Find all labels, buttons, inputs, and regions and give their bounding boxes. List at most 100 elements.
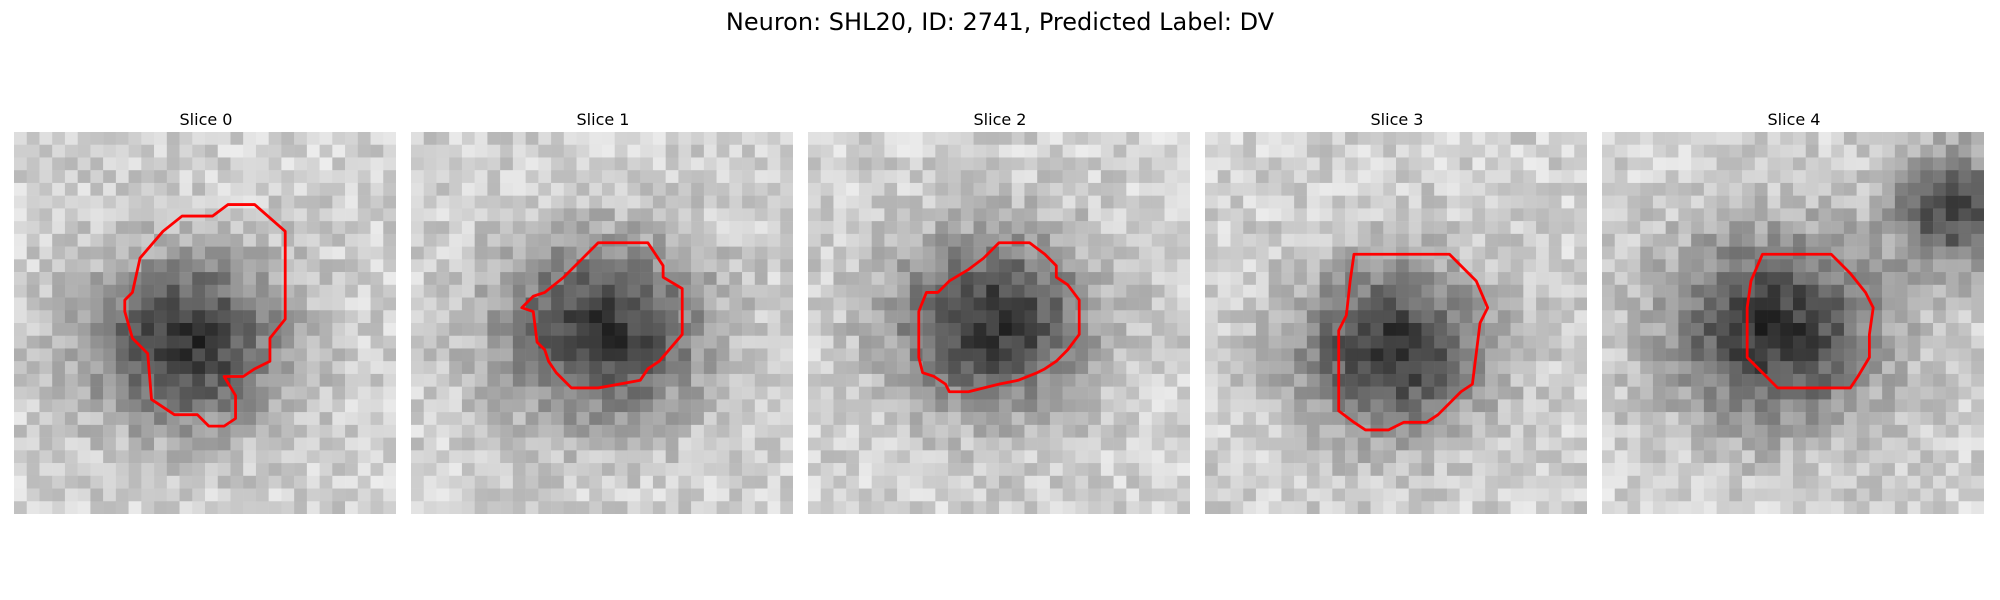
pixel: [1217, 170, 1231, 184]
pixel: [268, 246, 282, 260]
pixel: [255, 233, 269, 247]
pixel: [461, 182, 475, 196]
pixel: [128, 297, 142, 311]
pixel: [1472, 297, 1486, 311]
pixel: [935, 221, 949, 235]
pixel: [1920, 463, 1934, 477]
pixel: [729, 386, 743, 400]
pixel: [1780, 195, 1794, 209]
pixel: [691, 399, 705, 413]
pixel: [1383, 386, 1397, 400]
pixel: [332, 437, 346, 451]
pixel: [411, 424, 424, 438]
pixel: [1151, 463, 1165, 477]
pixel: [1536, 170, 1550, 184]
pixel: [1945, 157, 1959, 171]
pixel: [1100, 373, 1114, 387]
pixel: [90, 157, 104, 171]
pixel: [370, 233, 384, 247]
pixel: [461, 399, 475, 413]
pixel: [1459, 501, 1473, 514]
pixel: [1703, 463, 1717, 477]
pixel: [986, 310, 1000, 324]
pixel: [449, 284, 463, 298]
pixel: [1345, 348, 1359, 362]
pixel: [357, 437, 371, 451]
pixel: [1869, 361, 1883, 375]
pixel: [1831, 501, 1845, 514]
pixel: [1856, 437, 1870, 451]
pixel: [973, 132, 987, 145]
pixel: [935, 272, 949, 286]
pixel: [1780, 221, 1794, 235]
pixel: [1945, 208, 1959, 222]
pixel: [640, 132, 654, 145]
pixel: [383, 450, 396, 464]
pixel: [115, 272, 129, 286]
pixel: [808, 233, 821, 247]
pixel: [332, 132, 346, 145]
pixel: [1831, 424, 1845, 438]
pixel: [1345, 399, 1359, 413]
pixel: [1446, 399, 1460, 413]
pixel: [884, 195, 898, 209]
pixel: [1691, 272, 1705, 286]
pixel: [1281, 221, 1295, 235]
pixel: [64, 424, 78, 438]
pixel: [192, 297, 206, 311]
pixel: [1614, 386, 1628, 400]
pixel: [1472, 233, 1486, 247]
pixel: [217, 246, 231, 260]
pixel: [1205, 233, 1218, 247]
pixel: [294, 361, 308, 375]
pixel: [1357, 437, 1371, 451]
pixel: [1396, 208, 1409, 222]
pixel: [858, 475, 872, 489]
pixel: [767, 284, 781, 298]
pixel: [1907, 463, 1921, 477]
pixel: [1497, 412, 1511, 426]
pixel: [115, 259, 129, 273]
pixel: [691, 182, 705, 196]
pixel: [1319, 233, 1333, 247]
pixel: [1024, 182, 1038, 196]
pixel: [999, 348, 1012, 362]
pixel: [103, 284, 117, 298]
pixel: [973, 195, 987, 209]
pixel: [1396, 361, 1409, 375]
pixel: [1164, 170, 1178, 184]
pixel: [449, 488, 463, 502]
pixel: [1703, 361, 1717, 375]
pixel: [1446, 501, 1460, 514]
pixel: [268, 170, 282, 184]
pixel: [1024, 157, 1038, 171]
pixel: [999, 310, 1012, 324]
pixel: [1113, 323, 1127, 336]
pixel: [1024, 450, 1038, 464]
pixel: [858, 182, 872, 196]
pixel: [922, 348, 936, 362]
pixel: [538, 208, 552, 222]
pixel: [1843, 348, 1857, 362]
pixel: [1574, 182, 1587, 196]
pixel: [1485, 272, 1499, 286]
pixel: [1230, 157, 1244, 171]
pixel: [1062, 208, 1076, 222]
pixel: [1536, 399, 1550, 413]
pixel: [820, 373, 834, 387]
pixel: [652, 208, 666, 222]
pixel: [1754, 323, 1768, 336]
pixel: [423, 208, 437, 222]
pixel: [1818, 157, 1832, 171]
pixel: [820, 233, 834, 247]
pixel: [1088, 437, 1102, 451]
pixel: [1126, 399, 1140, 413]
pixel: [922, 488, 936, 502]
pixel: [39, 386, 53, 400]
pixel: [1434, 284, 1448, 298]
pixel: [1678, 412, 1692, 426]
pixel: [255, 132, 269, 145]
pixel: [576, 132, 590, 145]
pixel: [345, 463, 359, 477]
pixel: [1665, 233, 1679, 247]
